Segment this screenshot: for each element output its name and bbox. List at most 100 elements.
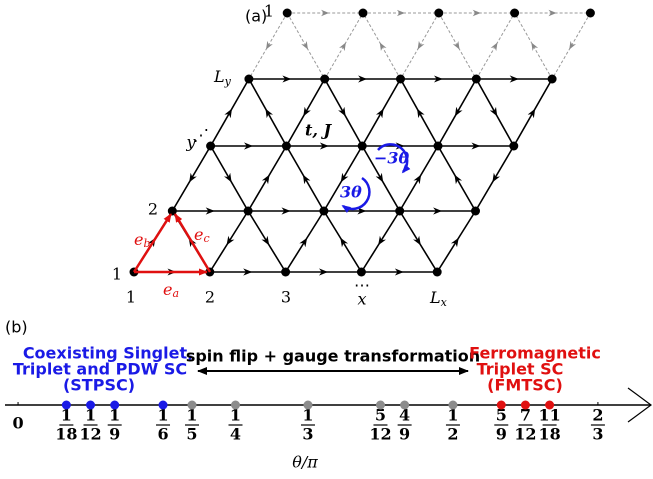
tick-denominator: 9 (109, 425, 120, 444)
ly-sub: y (224, 75, 232, 88)
bond (475, 78, 515, 147)
middle-text: spin flip + gauge transformation (186, 347, 480, 366)
flux-label: −3θ (374, 149, 410, 168)
site (320, 74, 330, 84)
zero-label: 0 (12, 414, 23, 433)
site (244, 74, 254, 84)
site (547, 74, 557, 84)
vector-sub: b (143, 237, 150, 250)
site (281, 141, 291, 151)
top-label: 1 (264, 2, 274, 21)
panel-label: (a) (245, 7, 267, 26)
bond (171, 145, 212, 212)
point (520, 400, 530, 410)
bond (514, 12, 553, 80)
site (432, 267, 442, 277)
point (61, 400, 71, 410)
tick-denominator: 2 (447, 425, 458, 444)
tick-numerator: 1 (109, 406, 120, 425)
bond (248, 12, 288, 80)
site (396, 74, 405, 84)
vector-main: e (134, 230, 143, 249)
tick-denominator: 18 (538, 425, 560, 444)
point (448, 400, 458, 410)
lx-main: L (429, 288, 441, 307)
region-text: Ferromagnetic (469, 344, 601, 363)
site (433, 141, 443, 151)
bond (323, 210, 363, 273)
tick-denominator: 12 (514, 425, 536, 444)
site (434, 8, 444, 18)
point (496, 400, 506, 410)
bond-label: t, J (305, 121, 333, 140)
bond (209, 145, 249, 212)
tick-denominator: 3 (592, 425, 603, 444)
bond (361, 78, 402, 147)
tick-denominator: 5 (186, 425, 197, 444)
point (230, 400, 240, 410)
bond (284, 210, 325, 273)
tick-numerator: 5 (375, 406, 386, 425)
bond (437, 145, 477, 212)
bond (399, 78, 439, 147)
region-text: Triplet SC (477, 360, 564, 379)
tick-numerator: 1 (186, 406, 197, 425)
flux-arrow (377, 143, 411, 174)
ly-label: Ly (213, 67, 232, 89)
bond (438, 12, 477, 80)
tick-numerator: 1 (157, 406, 168, 425)
bond (247, 210, 287, 273)
site (243, 206, 253, 216)
tick-denominator: 12 (79, 425, 101, 444)
bond (324, 12, 364, 80)
site (282, 8, 292, 18)
point (400, 400, 410, 410)
bond (399, 145, 439, 212)
bond (362, 12, 401, 80)
lattice (129, 8, 595, 277)
tick-numerator: 4 (399, 406, 410, 425)
tick-denominator: 12 (369, 425, 391, 444)
tick-denominator: 9 (496, 425, 507, 444)
bond (324, 78, 363, 147)
x-label: 1 (126, 288, 136, 307)
bond (285, 145, 325, 212)
tick-numerator: 1 (85, 406, 96, 425)
vector-sub: c (203, 232, 209, 245)
vector-label: eb (134, 230, 151, 251)
region-text: Triplet and PDW SC (13, 360, 187, 379)
vector-label: ea (163, 280, 179, 301)
vector-eb (132, 213, 173, 273)
tick-denominator: 3 (302, 425, 313, 444)
vector-ec (173, 213, 212, 273)
vector-sub: a (172, 287, 179, 300)
bond (399, 210, 438, 273)
flux-arrow (341, 176, 371, 214)
region-text: Coexisting Singlet, (23, 344, 193, 363)
right-region: Ferromagnetic Triplet SC (FMTSC) (469, 344, 601, 395)
tick-denominator: 9 (399, 425, 410, 444)
panel-label: (b) (5, 318, 28, 337)
vector-main: e (194, 225, 203, 244)
tick-numerator: 1 (302, 406, 313, 425)
bond (400, 12, 440, 80)
region-text: (FMTSC) (487, 376, 563, 395)
bond (209, 78, 250, 147)
site (206, 141, 216, 151)
vector-main: e (163, 280, 172, 299)
tick-denominator: 6 (157, 425, 168, 444)
site (510, 8, 520, 18)
tick-numerator: 7 (520, 406, 531, 425)
site (471, 74, 481, 84)
axis-arrowhead (627, 387, 653, 423)
origin-label: 1 (112, 265, 122, 284)
flux-label: 3θ (340, 183, 362, 202)
bond (437, 78, 477, 147)
y-label: y (185, 133, 196, 152)
point (158, 400, 168, 410)
site (585, 8, 595, 18)
lx-sub: x (441, 296, 448, 309)
vector-label: ec (194, 225, 210, 246)
tick-denominator: 18 (55, 425, 77, 444)
